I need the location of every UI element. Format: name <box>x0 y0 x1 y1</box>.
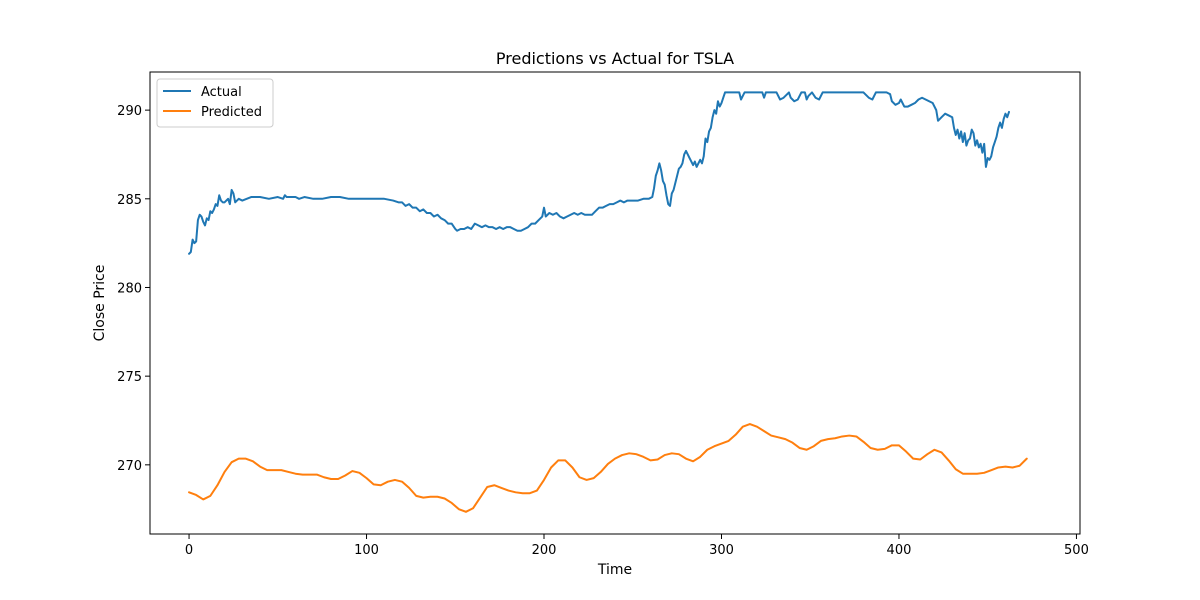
y-tick-label: 280 <box>117 281 142 296</box>
y-tick-label: 270 <box>117 459 142 474</box>
chart-title: Predictions vs Actual for TSLA <box>496 49 734 68</box>
y-tick-label: 275 <box>117 370 142 385</box>
y-tick-label: 290 <box>117 104 142 119</box>
y-axis-label: Close Price <box>92 265 108 342</box>
legend: Actual Predicted <box>156 78 274 128</box>
series-layer <box>188 91 1028 513</box>
series-line-predicted <box>188 423 1028 513</box>
x-tick-label: 200 <box>532 543 557 558</box>
x-tick-label: 500 <box>1064 543 1089 558</box>
x-axis-ticks: 0 100 200 300 400 500 <box>185 534 1089 558</box>
x-tick-label: 100 <box>354 543 379 558</box>
y-axis-ticks: 270 275 280 285 290 <box>117 104 150 474</box>
plot-area <box>149 71 1081 535</box>
legend-label-actual: Actual <box>201 85 242 100</box>
legend-label-predicted: Predicted <box>201 105 262 120</box>
x-tick-label: 0 <box>185 543 193 558</box>
axes-frame <box>149 71 1081 535</box>
x-tick-label: 400 <box>887 543 912 558</box>
x-tick-label: 300 <box>709 543 734 558</box>
y-tick-label: 285 <box>117 193 142 208</box>
x-axis-label: Time <box>597 562 632 578</box>
series-line-actual <box>188 91 1011 255</box>
